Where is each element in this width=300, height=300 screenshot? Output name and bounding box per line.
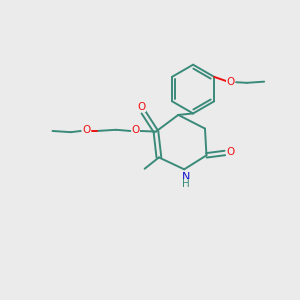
Text: O: O (226, 76, 235, 87)
Text: H: H (182, 179, 190, 189)
Text: O: O (132, 125, 140, 135)
Text: O: O (138, 102, 146, 112)
Text: O: O (226, 147, 235, 157)
Text: N: N (182, 172, 190, 182)
Text: O: O (82, 125, 91, 135)
